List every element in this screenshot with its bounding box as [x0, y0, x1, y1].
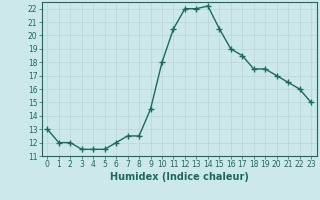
- X-axis label: Humidex (Indice chaleur): Humidex (Indice chaleur): [110, 172, 249, 182]
